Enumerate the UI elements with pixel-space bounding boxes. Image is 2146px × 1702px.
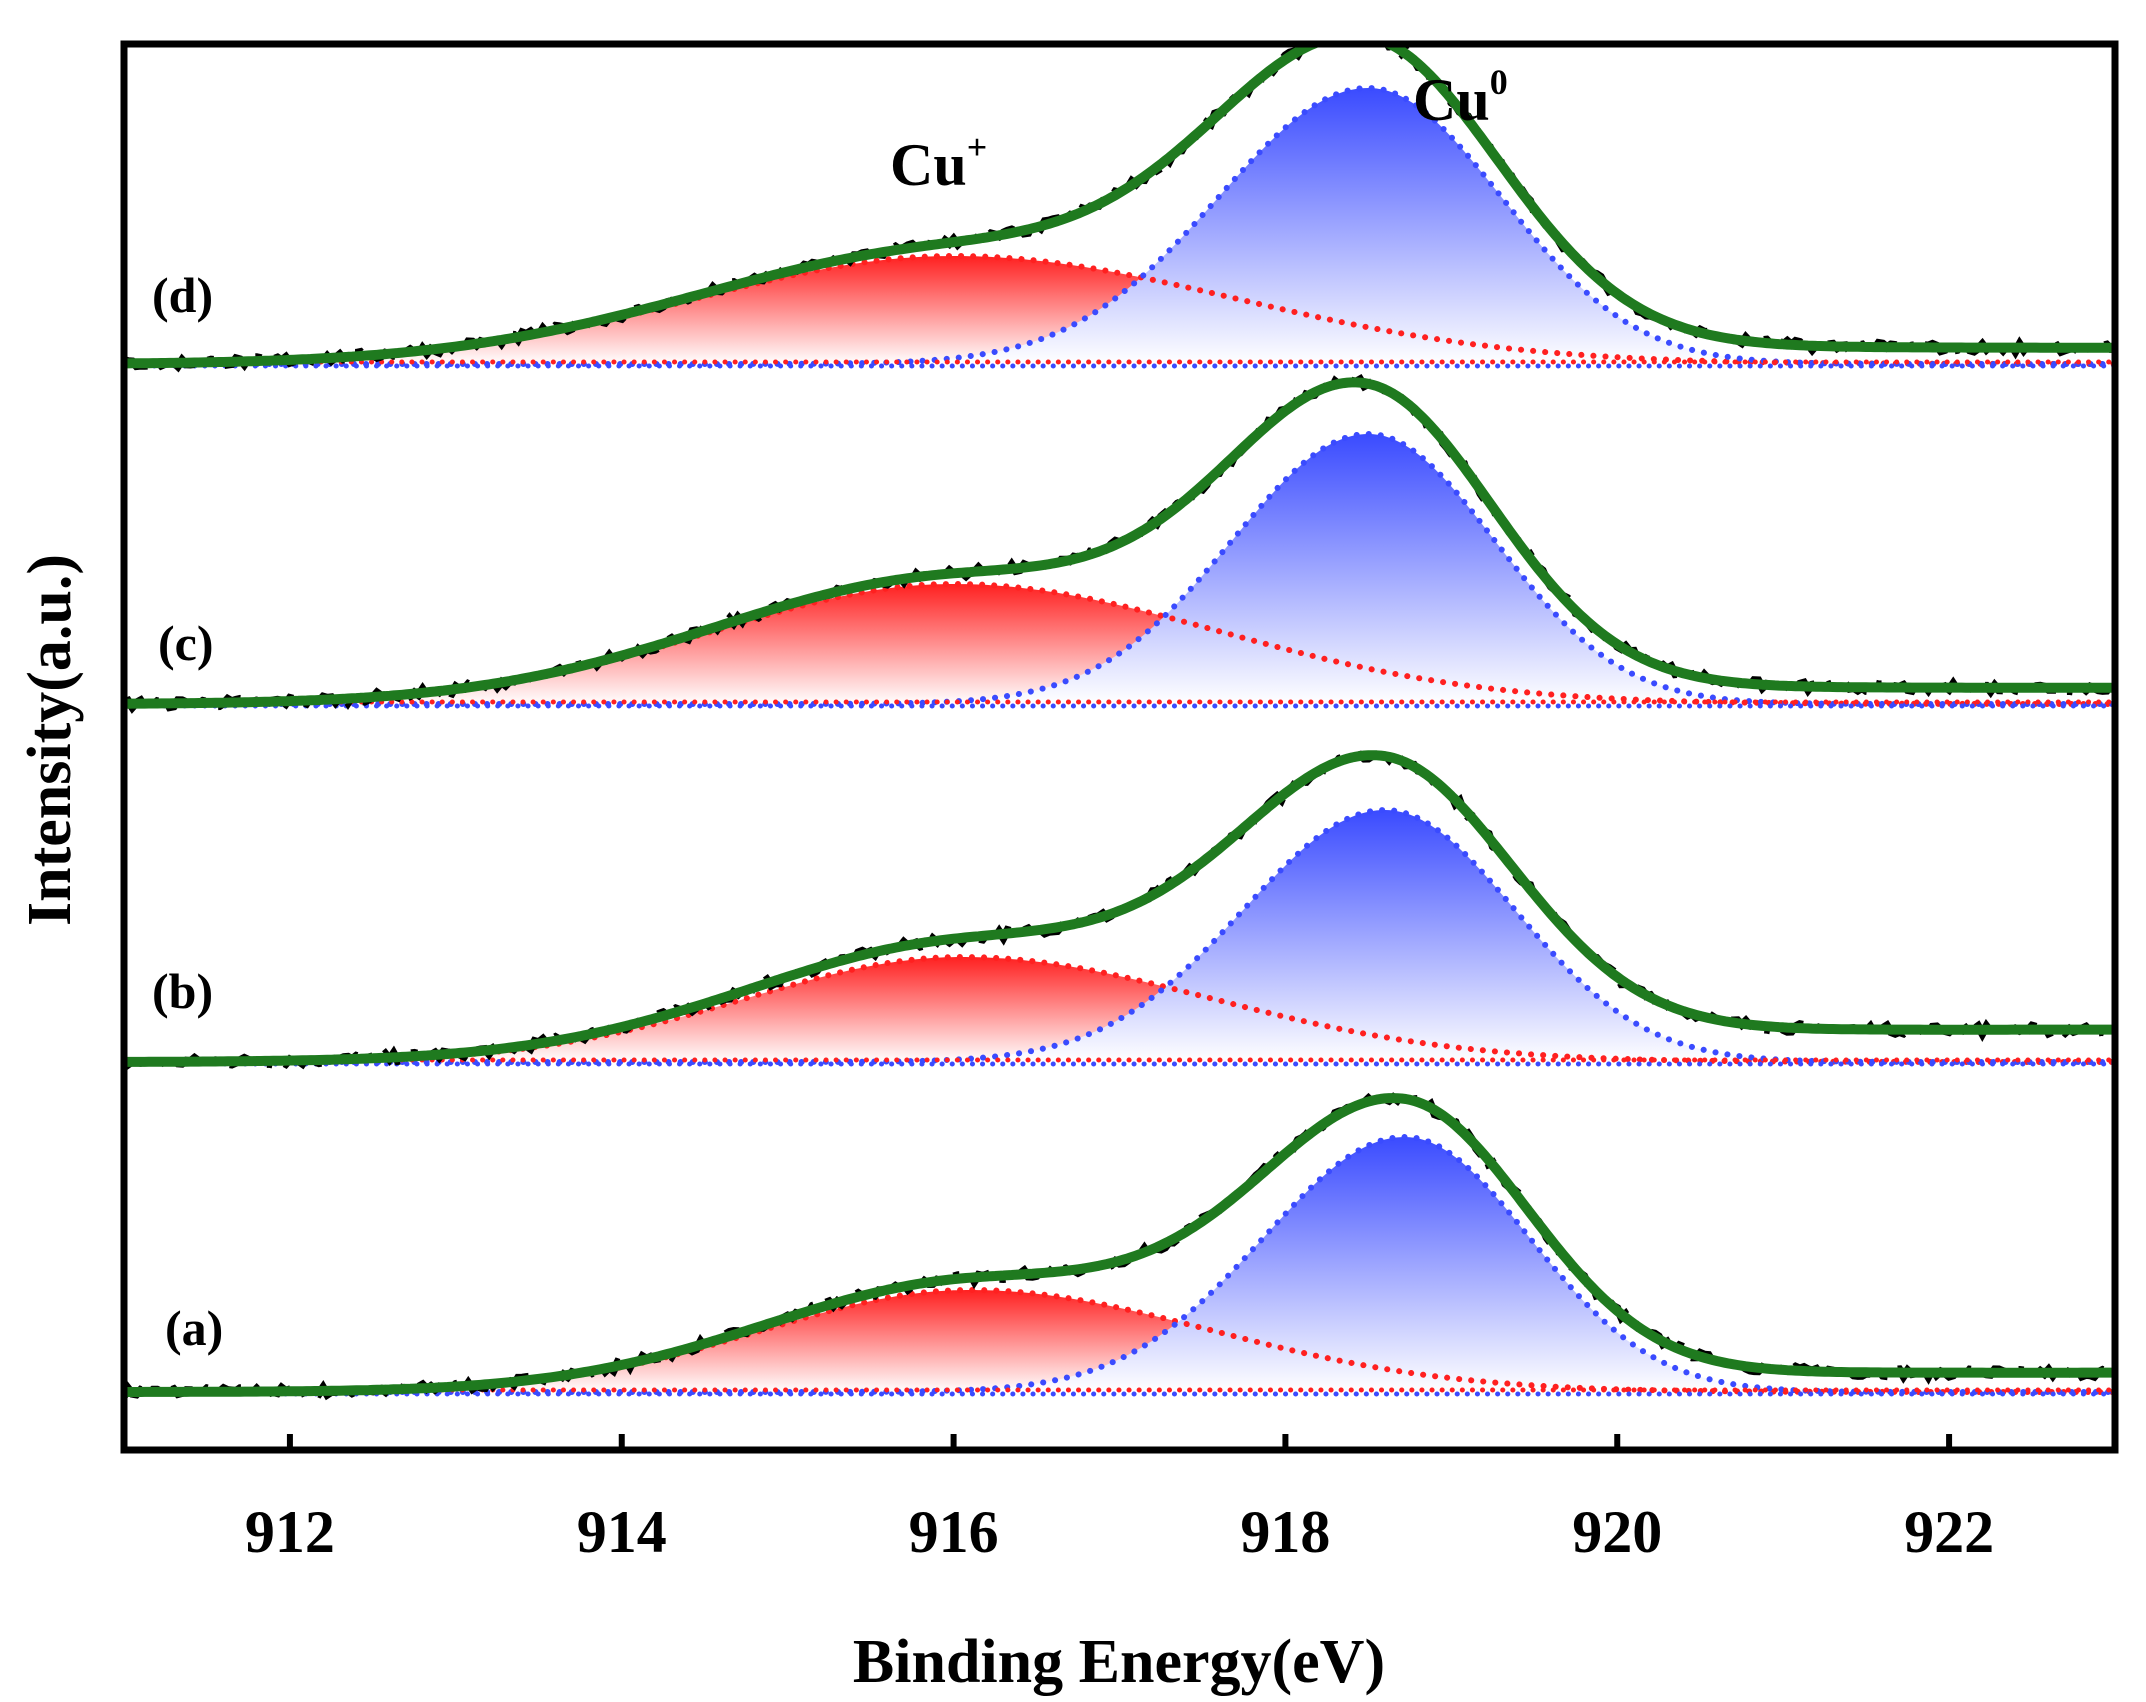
fit-envelope: [124, 1093, 2115, 1397]
panel-label: (d): [152, 267, 213, 323]
x-tick-label: 912: [245, 1499, 335, 1565]
cu-zero-envelope: [124, 806, 2115, 1065]
panel-b: [124, 749, 2115, 1070]
plot-frame: [120, 40, 2119, 1454]
peak-label: Cu0: [1413, 62, 1508, 133]
panel-label: (a): [165, 1300, 223, 1356]
x-axis-title: Binding Energy(eV): [853, 1628, 1385, 1696]
x-tick-label: 914: [577, 1499, 667, 1565]
cu-plus-area: [124, 584, 2115, 704]
x-axis: 912 914 916 918 920 922: [245, 1434, 1994, 1565]
panel-labels: (a) (b) (c) (d): [152, 267, 223, 1356]
panel-label: (c): [158, 615, 214, 671]
cu-plus-envelope: [124, 253, 2115, 367]
panel-label: (b): [152, 963, 213, 1019]
spectra-panels: [124, 44, 2115, 1403]
y-axis-title: Intensity(a.u.): [16, 554, 84, 926]
panel-a: [124, 1090, 2115, 1403]
cu-zero-area: [124, 88, 2115, 364]
peak-label: Cu+: [890, 127, 987, 198]
cu-plus-area: [124, 957, 2115, 1062]
x-tick-label: 918: [1240, 1499, 1330, 1565]
cu-plus-envelope: [124, 954, 2115, 1065]
x-tick-label: 922: [1904, 1499, 1994, 1565]
x-tick-label: 920: [1572, 1499, 1662, 1565]
x-tick-label: 916: [909, 1499, 999, 1565]
fit-envelope: [124, 377, 2115, 709]
cu-zero-area: [124, 434, 2115, 704]
panel-d: [124, 44, 2115, 373]
fit-envelope: [124, 750, 2115, 1067]
peak-labels: Cu+ Cu0: [890, 62, 1508, 198]
cu-plus-area: [124, 1290, 2115, 1392]
panel-c: [124, 374, 2115, 714]
fit-envelope: [124, 44, 2115, 369]
